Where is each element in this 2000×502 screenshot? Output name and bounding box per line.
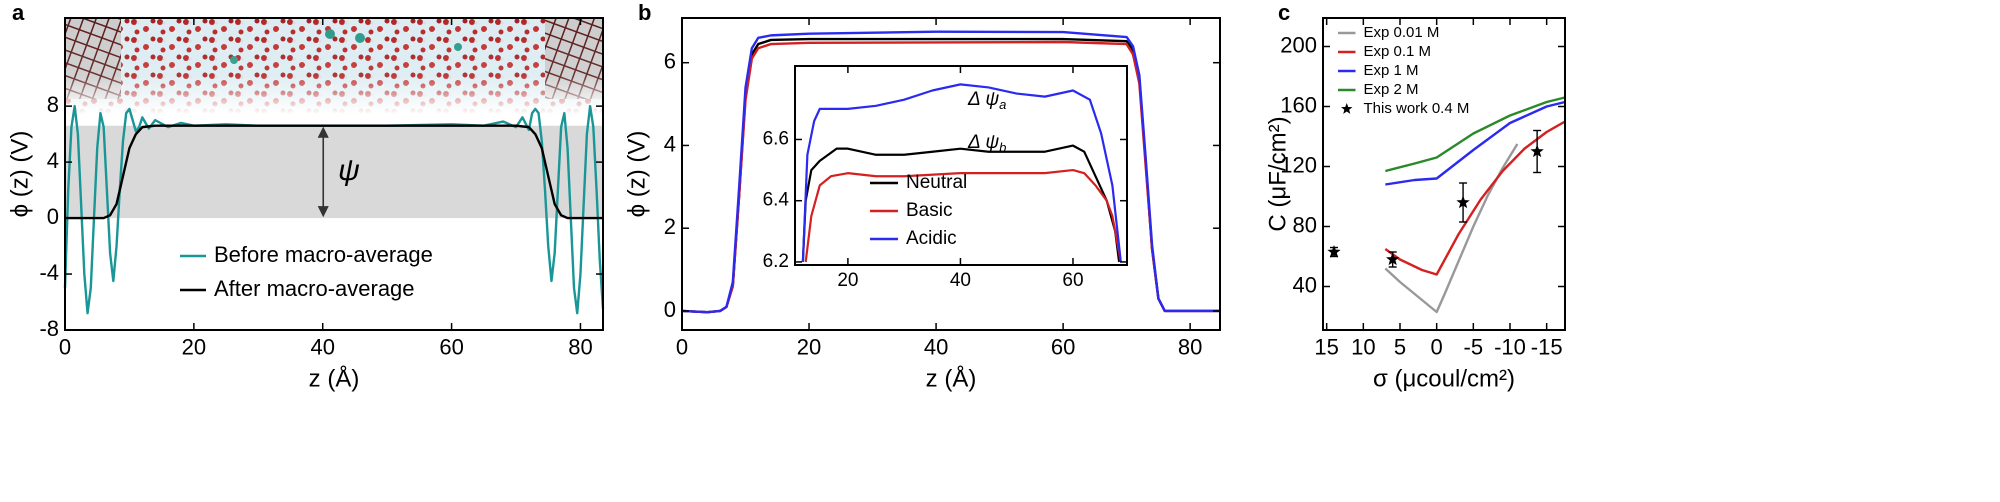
x-tick-label: -5: [1464, 335, 1484, 360]
star-point: [1530, 144, 1544, 158]
x-tick-label: 60: [439, 335, 463, 360]
legend-label: This work 0.4 M: [1364, 100, 1470, 117]
y-tick-label: 40: [1293, 272, 1317, 297]
y-axis-label: C (μF/cm²): [1264, 116, 1291, 231]
y-tick-label: 6.4: [763, 190, 790, 211]
y-tick-label: 6: [664, 49, 676, 74]
y-tick-label: -4: [39, 260, 59, 285]
legend-label: Basic: [906, 200, 952, 221]
y-tick-label: 8: [47, 92, 59, 117]
x-tick-label: 0: [676, 335, 688, 360]
plot-frame: [681, 17, 1221, 331]
series-line: [1385, 100, 1566, 186]
annotation-text: ψ: [338, 154, 360, 187]
y-axis-label: ϕ (z) (V): [6, 131, 33, 218]
y-tick-label: 4: [664, 131, 676, 156]
panel-label: a: [12, 0, 25, 25]
series-line: [681, 30, 1220, 314]
legend-label: Exp 2 M: [1364, 81, 1419, 98]
legend-label: Neutral: [906, 172, 967, 193]
x-axis-label: z (Å): [926, 364, 977, 392]
legend-label: Exp 1 M: [1364, 62, 1419, 79]
annotation-text: Δ ψ: [967, 89, 999, 110]
x-axis-label: z (Å): [309, 364, 360, 392]
star-point: [1327, 245, 1341, 258]
inset-background: [795, 66, 1127, 265]
y-tick-label: 6.6: [763, 128, 789, 149]
panel: 0 20 40 60 80 0 2 4 6 z (Å) ϕ (z) (V) b: [623, 0, 1221, 392]
panel-label: c: [1278, 0, 1290, 25]
annotation: ψ: [338, 154, 360, 187]
legend-label: After macro-average: [214, 276, 415, 301]
star-point: [1386, 252, 1400, 266]
series-line: [1384, 120, 1566, 276]
x-tick-label: 20: [182, 335, 206, 360]
x-tick-label: 10: [1351, 335, 1375, 360]
x-tick-label: 80: [568, 335, 592, 360]
annotation-text: Δ ψ: [967, 132, 999, 153]
y-tick-label: 120: [1280, 152, 1317, 177]
x-tick-label: 80: [1178, 335, 1202, 360]
x-axis-label: σ (μcoul/cm²): [1373, 365, 1515, 392]
annotation-subscript: a: [999, 97, 1006, 112]
panel-label: b: [638, 0, 651, 25]
panel: 15 10 5 0 -5 -10 -15 40 80 120 160 200 σ (μcoul/cm²)…: [1264, 0, 1566, 392]
legend-label: Before macro-average: [214, 242, 433, 267]
x-tick-label: 60: [1051, 335, 1075, 360]
x-tick-label: 0: [59, 335, 71, 360]
y-tick-label: 200: [1280, 32, 1317, 57]
legend-label: Exp 0.01 M: [1364, 24, 1440, 41]
x-tick-label: 20: [797, 335, 821, 360]
y-tick-label: 80: [1293, 212, 1317, 237]
series-line: [65, 124, 603, 220]
x-tick-label: 20: [837, 270, 858, 291]
x-tick-label: 60: [1062, 270, 1083, 291]
y-tick-label: 2: [664, 214, 676, 239]
series-line: [801, 83, 1122, 263]
x-tick-label: -15: [1531, 335, 1563, 360]
series-line: [804, 168, 1122, 263]
x-tick-label: 15: [1314, 335, 1338, 360]
molecular-snapshot: [66, 19, 602, 114]
y-tick-label: 0: [664, 297, 676, 322]
y-tick-label: 6.2: [763, 251, 789, 272]
x-tick-label: 0: [1431, 335, 1443, 360]
x-tick-label: 40: [310, 335, 334, 360]
shaded-band: [65, 125, 603, 219]
panel: 0 20 40 60 80 -8 -4 0 4 8 z (Å) ϕ (z) (V) a Before ma…: [6, 0, 605, 392]
y-tick-label: 4: [47, 148, 59, 173]
x-tick-label: 40: [924, 335, 948, 360]
y-tick-label: 160: [1280, 92, 1317, 117]
legend-label: Acidic: [906, 228, 957, 249]
star-point: [1456, 195, 1470, 209]
plot-frame: [1322, 17, 1566, 331]
y-tick-label: 0: [47, 204, 59, 229]
legend-marker: [1341, 103, 1353, 114]
plot-frame: [64, 17, 604, 331]
y-tick-label: -8: [39, 316, 59, 341]
annotation-subscript: b: [999, 140, 1006, 155]
annotation: Δ ψb: [967, 132, 1006, 155]
y-axis-label: ϕ (z) (V): [623, 131, 650, 218]
x-tick-label: 40: [950, 270, 971, 291]
series-line: [801, 144, 1121, 263]
series-line: [1384, 143, 1519, 314]
x-tick-label: 5: [1394, 335, 1406, 360]
psi-arrow-heads: [317, 126, 329, 218]
series-line: [1385, 96, 1566, 173]
legend-label: Exp 0.1 M: [1364, 43, 1432, 60]
annotation: Δ ψa: [967, 89, 1006, 112]
x-tick-label: -10: [1494, 335, 1526, 360]
